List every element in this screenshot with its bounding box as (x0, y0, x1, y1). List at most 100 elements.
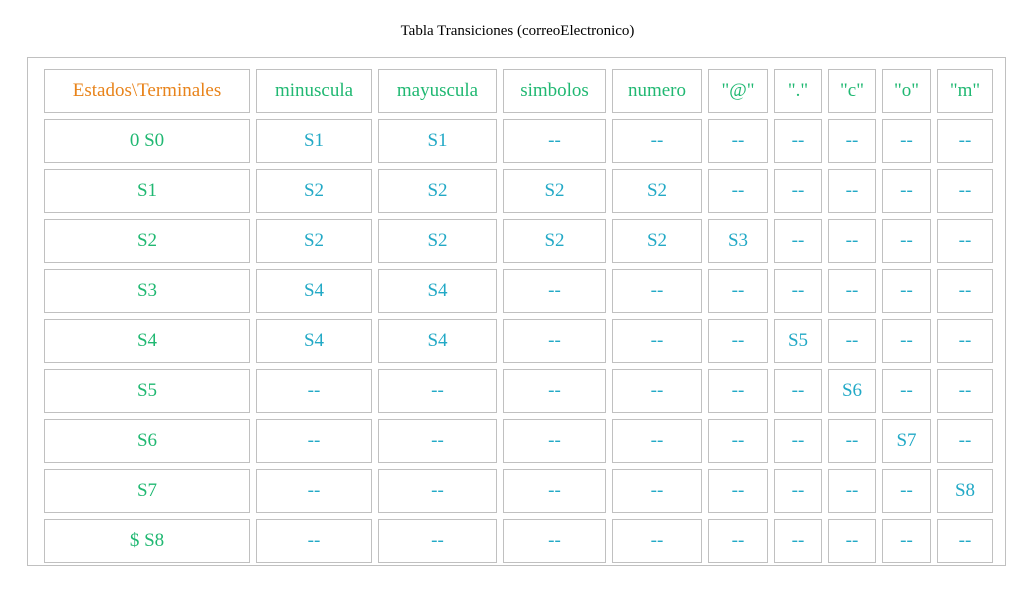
transition-cell: -- (882, 519, 931, 563)
transition-cell: S4 (378, 319, 497, 363)
transition-cell: -- (378, 469, 497, 513)
transition-cell: S2 (256, 219, 372, 263)
transition-cell: S4 (256, 269, 372, 313)
transition-cell: -- (612, 369, 702, 413)
transition-cell: -- (708, 419, 768, 463)
transition-cell: -- (612, 469, 702, 513)
column-header: "o" (882, 69, 931, 113)
transition-table: Estados\Terminales minuscula mayuscula s… (38, 63, 999, 569)
transition-cell: -- (774, 369, 822, 413)
transition-cell: -- (828, 169, 876, 213)
transition-cell: S2 (256, 169, 372, 213)
transition-cell: -- (828, 469, 876, 513)
transition-cell: -- (708, 169, 768, 213)
corner-header: Estados\Terminales (44, 69, 250, 113)
transition-cell: S6 (828, 369, 876, 413)
transition-cell: -- (937, 319, 993, 363)
transition-cell: S2 (503, 169, 606, 213)
transition-cell: -- (882, 219, 931, 263)
transition-cell: -- (612, 119, 702, 163)
column-header: minuscula (256, 69, 372, 113)
state-cell: S7 (44, 469, 250, 513)
transition-cell: -- (708, 469, 768, 513)
transition-cell: -- (828, 269, 876, 313)
transition-cell: -- (882, 469, 931, 513)
state-cell: 0 S0 (44, 119, 250, 163)
transition-cell: -- (708, 319, 768, 363)
transition-cell: -- (256, 519, 372, 563)
transition-cell: -- (708, 269, 768, 313)
table-row: S4 S4 S4 -- -- -- S5 -- -- -- (44, 319, 993, 363)
transition-cell: -- (256, 419, 372, 463)
table-body: 0 S0 S1 S1 -- -- -- -- -- -- -- S1 S2 S2 S2 S2 -- -- -- --… (44, 119, 993, 563)
transition-cell: -- (708, 519, 768, 563)
transition-cell: -- (828, 119, 876, 163)
transition-cell: -- (937, 419, 993, 463)
transition-cell: -- (612, 419, 702, 463)
transition-cell: -- (937, 519, 993, 563)
state-cell: S3 (44, 269, 250, 313)
transition-cell: S2 (503, 219, 606, 263)
transition-cell: -- (774, 419, 822, 463)
transition-cell: -- (503, 519, 606, 563)
column-header: "." (774, 69, 822, 113)
transition-cell: -- (882, 319, 931, 363)
transition-cell: -- (378, 519, 497, 563)
transition-cell: S4 (378, 269, 497, 313)
transition-cell: -- (503, 469, 606, 513)
transition-cell: -- (256, 369, 372, 413)
transition-cell: -- (882, 169, 931, 213)
state-cell: $ S8 (44, 519, 250, 563)
transition-cell: S2 (378, 169, 497, 213)
transition-cell: S8 (937, 469, 993, 513)
transition-cell: -- (828, 519, 876, 563)
transition-cell: -- (774, 119, 822, 163)
transition-cell: -- (828, 319, 876, 363)
transition-cell: -- (708, 369, 768, 413)
transition-cell: -- (503, 119, 606, 163)
column-header: simbolos (503, 69, 606, 113)
transition-cell: S5 (774, 319, 822, 363)
transition-cell: S1 (256, 119, 372, 163)
transition-cell: -- (774, 169, 822, 213)
transition-cell: -- (937, 219, 993, 263)
column-header: "m" (937, 69, 993, 113)
state-cell: S2 (44, 219, 250, 263)
transition-cell: -- (882, 119, 931, 163)
table-row: 0 S0 S1 S1 -- -- -- -- -- -- -- (44, 119, 993, 163)
table-frame (27, 57, 1006, 566)
transition-cell: -- (882, 369, 931, 413)
column-header: numero (612, 69, 702, 113)
state-cell: S6 (44, 419, 250, 463)
transition-cell: S4 (256, 319, 372, 363)
column-header: "@" (708, 69, 768, 113)
transition-cell: S7 (882, 419, 931, 463)
transition-cell: -- (503, 419, 606, 463)
transition-cell: -- (774, 269, 822, 313)
transition-cell: -- (503, 369, 606, 413)
state-cell: S1 (44, 169, 250, 213)
column-header: mayuscula (378, 69, 497, 113)
transition-cell: -- (828, 419, 876, 463)
table-row: S5 -- -- -- -- -- -- S6 -- -- (44, 369, 993, 413)
transition-cell: -- (503, 319, 606, 363)
transition-cell: S3 (708, 219, 768, 263)
transition-cell: -- (882, 269, 931, 313)
header-row: Estados\Terminales minuscula mayuscula s… (44, 69, 993, 113)
transition-cell: -- (937, 169, 993, 213)
transition-cell: -- (503, 269, 606, 313)
transition-cell: S2 (612, 169, 702, 213)
table-row: S6 -- -- -- -- -- -- -- S7 -- (44, 419, 993, 463)
transition-cell: -- (937, 369, 993, 413)
transition-cell: S2 (612, 219, 702, 263)
transition-cell: -- (256, 469, 372, 513)
column-header: "c" (828, 69, 876, 113)
table-row: $ S8 -- -- -- -- -- -- -- -- -- (44, 519, 993, 563)
transition-cell: -- (828, 219, 876, 263)
transition-cell: -- (774, 219, 822, 263)
transition-cell: -- (378, 419, 497, 463)
transition-cell: -- (774, 519, 822, 563)
transition-cell: S2 (378, 219, 497, 263)
transition-cell: -- (612, 319, 702, 363)
transition-cell: -- (937, 269, 993, 313)
